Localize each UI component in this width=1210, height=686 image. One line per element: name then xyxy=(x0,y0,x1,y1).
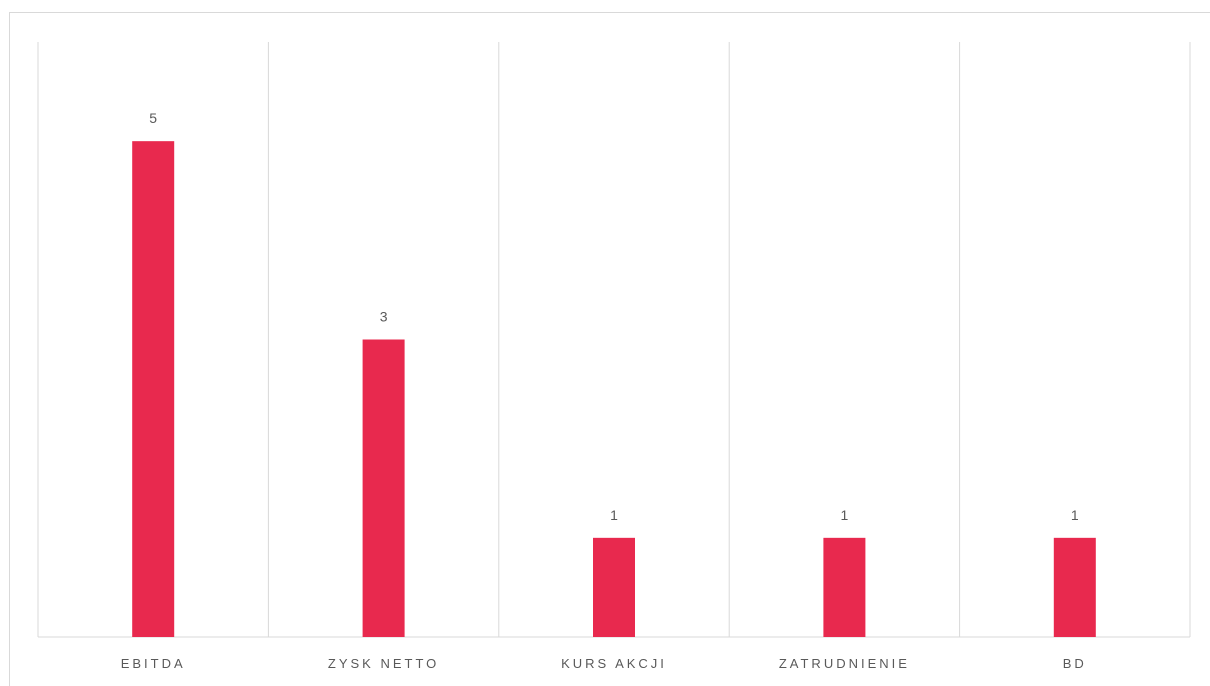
bar-ebitda xyxy=(132,141,175,637)
x-tick-label: BD xyxy=(1063,656,1087,671)
data-label: 1 xyxy=(1071,507,1079,523)
data-label: 1 xyxy=(841,507,849,523)
x-tick-labels: EBITDA ZYSK NETTO KURS AKCJI ZATRUDNIENIE BD xyxy=(121,656,1087,671)
grid-lines xyxy=(37,42,1191,637)
data-label: 1 xyxy=(610,507,618,523)
bar-zysk-netto xyxy=(362,339,405,637)
bar-kurs-akcji xyxy=(593,537,635,637)
x-tick-label: ZYSK NETTO xyxy=(328,656,439,671)
data-label: 5 xyxy=(149,110,157,126)
x-tick-label: KURS AKCJI xyxy=(561,656,667,671)
x-tick-label: EBITDA xyxy=(121,656,186,671)
data-labels: 5 3 1 1 1 xyxy=(149,110,1079,523)
bar-bd xyxy=(1053,537,1096,637)
data-label: 3 xyxy=(380,309,388,325)
x-tick-label: ZATRUDNIENIE xyxy=(779,656,910,671)
bars xyxy=(132,141,1096,637)
bar-zatrudnienie xyxy=(823,537,866,637)
